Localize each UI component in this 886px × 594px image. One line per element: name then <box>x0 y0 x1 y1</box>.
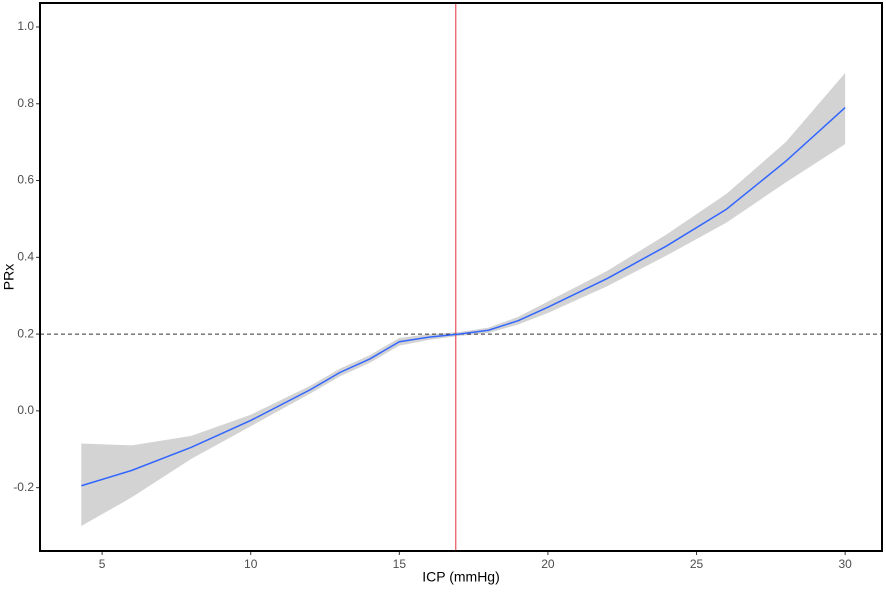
x-tick-label: 30 <box>838 557 852 571</box>
y-tick-label: 0.8 <box>17 96 34 110</box>
trend-line <box>81 107 846 487</box>
x-tick-label: 15 <box>393 557 407 571</box>
y-tick-label: 0.4 <box>17 249 34 263</box>
x-tick-label: 10 <box>244 557 258 571</box>
y-tick-label: 1.0 <box>17 19 34 33</box>
x-tick-label: 25 <box>690 557 704 571</box>
y-tick-label: 0.6 <box>17 173 34 187</box>
y-tick-label: 0.2 <box>17 326 34 340</box>
y-tick-label: -0.2 <box>13 480 34 494</box>
x-axis-label: ICP (mmHg) <box>422 569 500 585</box>
x-tick-label: 5 <box>99 557 106 571</box>
y-tick-label: 0.0 <box>17 403 34 417</box>
confidence-band <box>81 73 846 527</box>
x-tick-label: 20 <box>541 557 555 571</box>
plot-frame <box>39 2 883 552</box>
y-axis-label: PRx <box>1 264 17 290</box>
